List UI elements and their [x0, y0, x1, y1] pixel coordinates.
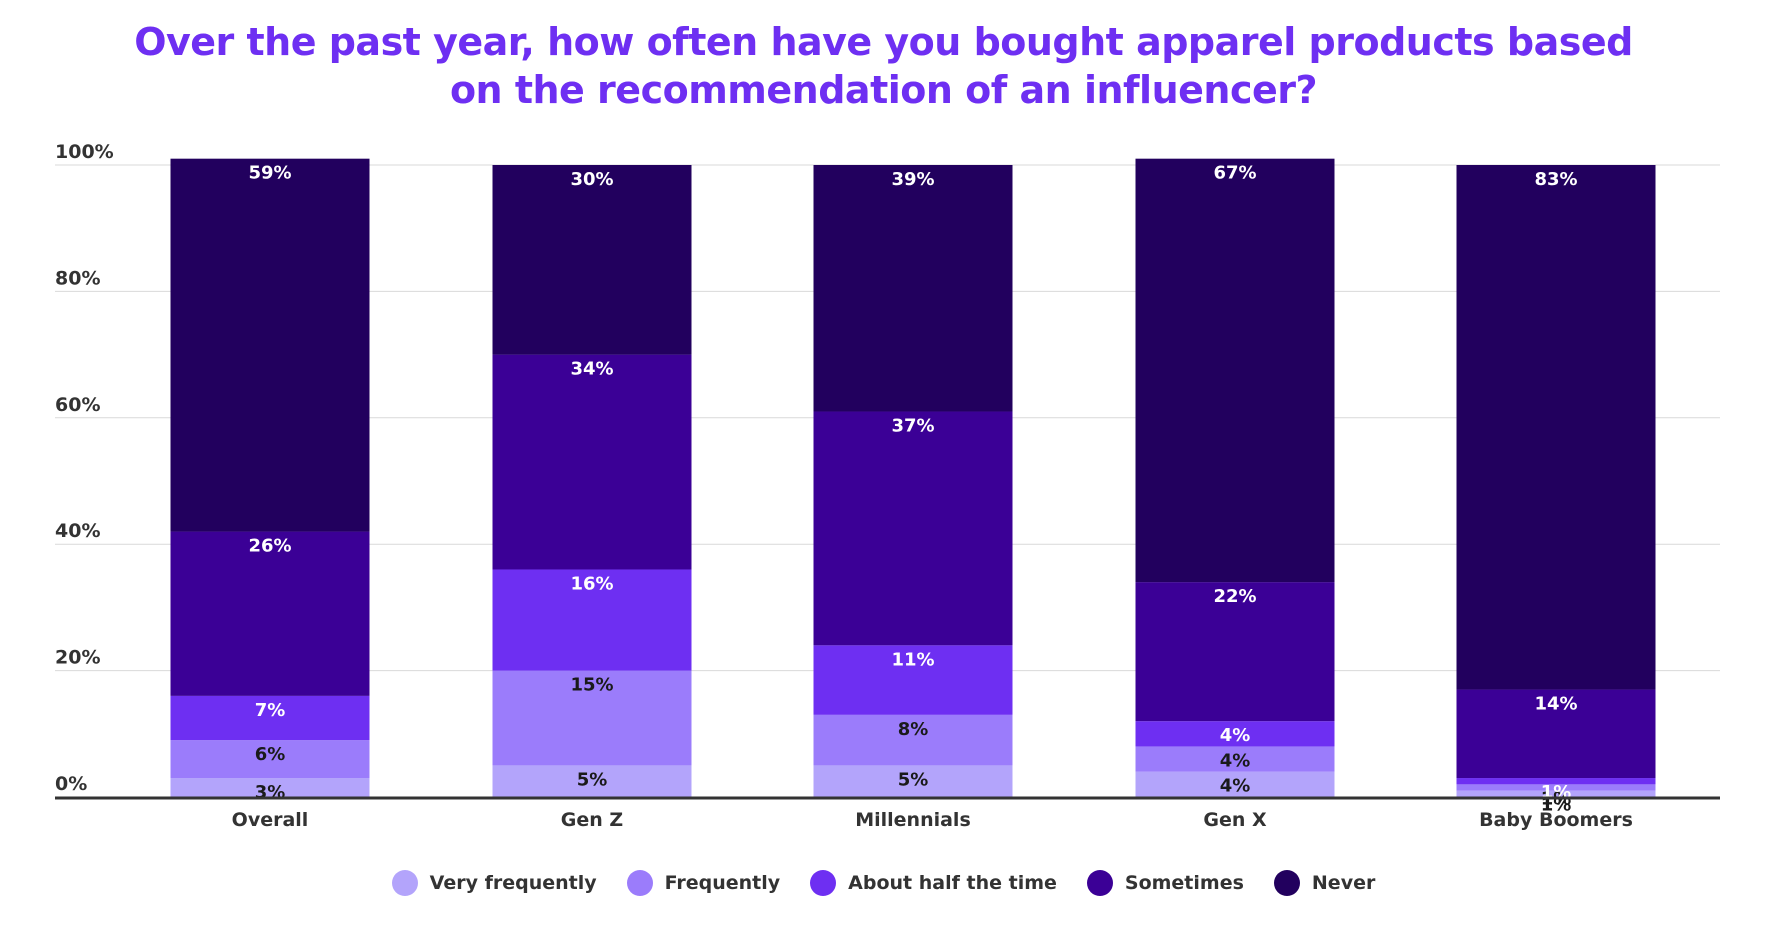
legend-swatch-very-frequently	[391, 870, 418, 896]
x-tick-label-millennials: Millennials	[855, 809, 971, 831]
chart-title-line-2: on the recommendation of an influencer?	[449, 68, 1318, 112]
bar-millennials-sometimes[interactable]	[813, 411, 1013, 646]
bar-overall-frequently[interactable]	[170, 740, 370, 779]
bar-millennials-about-half-the-time[interactable]	[813, 645, 1013, 715]
data-label-gen-x-sometimes: 22%	[1213, 586, 1256, 607]
y-tick-label: 80%	[55, 267, 100, 289]
data-label-gen-x-very-frequently: 4%	[1220, 776, 1251, 797]
legend-label-frequently: Frequently	[664, 872, 781, 894]
x-tick-label-baby-boomers: Baby Boomers	[1479, 809, 1633, 831]
bar-gen-z-never[interactable]	[492, 165, 692, 355]
bar-gen-z-frequently[interactable]	[492, 670, 692, 766]
data-label-gen-x-about-half-the-time: 4%	[1220, 725, 1251, 746]
data-label-gen-z-frequently: 15%	[570, 675, 613, 696]
data-label-gen-z-never: 30%	[570, 169, 613, 190]
bar-gen-x-very-frequently[interactable]	[1135, 771, 1335, 797]
legend: Very frequently Frequently About half the …	[0, 870, 1767, 896]
bar-baby-boomers-never[interactable]	[1456, 165, 1656, 690]
data-label-gen-z-sometimes: 34%	[570, 359, 613, 380]
bar-millennials-frequently[interactable]	[813, 714, 1013, 766]
legend-swatch-never	[1273, 870, 1300, 896]
chart-title-line-1: Over the past year, how often have you b…	[134, 20, 1633, 64]
bar-gen-x-frequently[interactable]	[1135, 746, 1335, 772]
bar-baby-boomers-frequently[interactable]	[1456, 784, 1656, 791]
bar-gen-z-about-half-the-time[interactable]	[492, 569, 692, 671]
legend-item-very-frequently[interactable]: Very frequently	[391, 870, 597, 896]
data-label-gen-x-frequently: 4%	[1220, 750, 1251, 771]
x-tick-label-gen-z: Gen Z	[561, 809, 623, 831]
data-label-overall-never: 59%	[248, 163, 291, 184]
data-label-millennials-frequently: 8%	[898, 719, 929, 740]
legend-swatch-sometimes	[1086, 870, 1113, 896]
bar-gen-z-sometimes[interactable]	[492, 354, 692, 570]
bar-gen-x-never[interactable]	[1135, 158, 1335, 583]
x-tick-label-gen-x: Gen X	[1203, 809, 1267, 831]
data-label-baby-boomers-never: 83%	[1534, 169, 1577, 190]
legend-item-frequently[interactable]: Frequently	[626, 870, 781, 896]
data-label-millennials-sometimes: 37%	[891, 415, 934, 436]
bar-baby-boomers-very-frequently[interactable]	[1456, 790, 1656, 797]
data-label-overall-about-half-the-time: 7%	[255, 700, 286, 721]
data-label-gen-z-about-half-the-time: 16%	[570, 573, 613, 594]
data-label-baby-boomers-about-half-the-time: 1%	[1541, 782, 1572, 803]
bar-millennials-never[interactable]	[813, 165, 1013, 412]
chart-title: Over the past year, how often have you b…	[0, 18, 1767, 114]
bar-overall-about-half-the-time[interactable]	[170, 695, 370, 741]
legend-label-about-half-the-time: About half the time	[848, 872, 1057, 894]
data-label-millennials-about-half-the-time: 11%	[891, 649, 934, 670]
bar-gen-x-about-half-the-time[interactable]	[1135, 721, 1335, 747]
legend-item-sometimes[interactable]: Sometimes	[1086, 870, 1244, 896]
data-label-baby-boomers-sometimes: 14%	[1534, 694, 1577, 715]
bar-gen-z-very-frequently[interactable]	[492, 765, 692, 797]
legend-item-never[interactable]: Never	[1273, 870, 1376, 896]
data-label-overall-sometimes: 26%	[248, 536, 291, 557]
bar-overall-sometimes[interactable]	[170, 531, 370, 696]
y-tick-label: 0%	[55, 773, 87, 795]
y-tick-label: 40%	[55, 520, 100, 542]
legend-label-sometimes: Sometimes	[1124, 872, 1244, 894]
bar-gen-x-sometimes[interactable]	[1135, 582, 1335, 722]
data-label-gen-z-very-frequently: 5%	[577, 769, 608, 790]
bar-millennials-very-frequently[interactable]	[813, 765, 1013, 797]
y-tick-label: 60%	[55, 394, 100, 416]
bar-overall-never[interactable]	[170, 158, 370, 532]
legend-label-never: Never	[1311, 872, 1376, 894]
legend-label-very-frequently: Very frequently	[429, 872, 597, 894]
bar-baby-boomers-about-half-the-time[interactable]	[1456, 778, 1656, 785]
y-tick-label: 100%	[55, 141, 114, 163]
x-tick-label-overall: Overall	[232, 809, 309, 831]
legend-item-about-half-the-time[interactable]: About half the time	[810, 870, 1057, 896]
bar-baby-boomers-sometimes[interactable]	[1456, 689, 1656, 779]
data-label-millennials-very-frequently: 5%	[898, 769, 929, 790]
bar-overall-very-frequently[interactable]	[170, 778, 370, 797]
data-label-overall-very-frequently: 3%	[255, 782, 286, 803]
data-label-millennials-never: 39%	[891, 169, 934, 190]
y-tick-label: 20%	[55, 647, 100, 669]
data-label-overall-frequently: 6%	[255, 744, 286, 765]
data-label-baby-boomers-very-frequently: 1%	[1541, 795, 1572, 816]
legend-swatch-about-half-the-time	[810, 870, 837, 896]
data-label-gen-x-never: 67%	[1213, 163, 1256, 184]
legend-swatch-frequently	[626, 870, 653, 896]
